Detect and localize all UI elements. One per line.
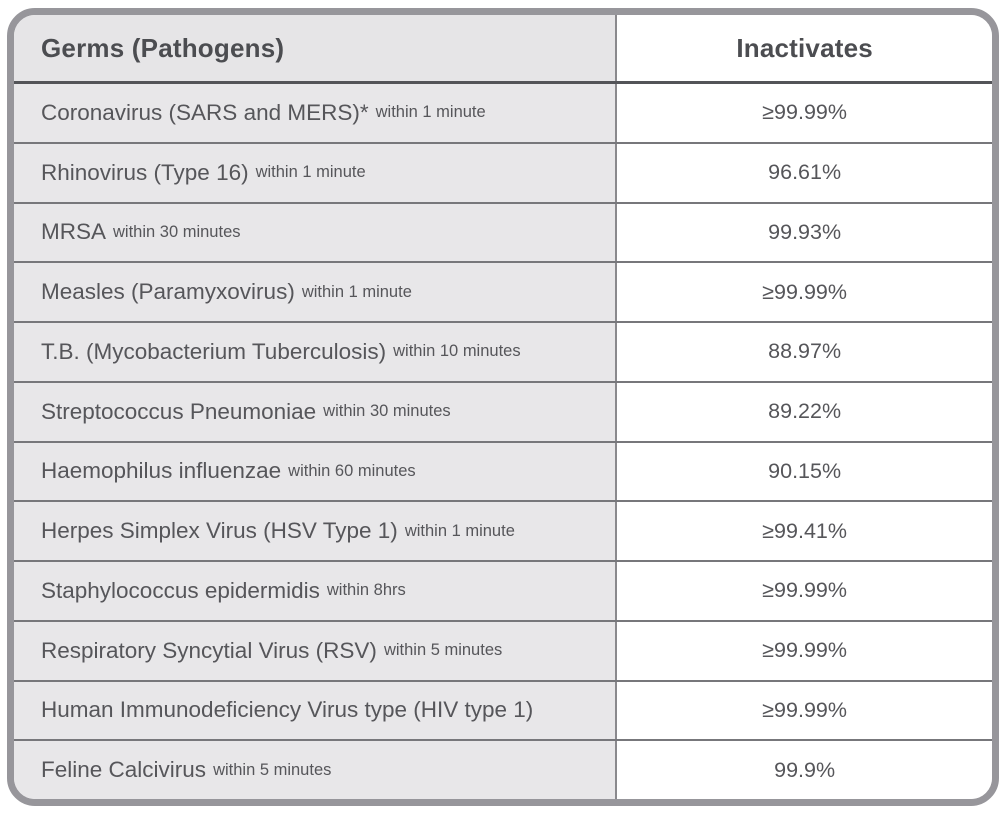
table-row: Rhinovirus (Type 16) within 1 minute 96.61… xyxy=(14,141,992,202)
table-row: Staphylococcus epidermidis within 8hrs ≥99… xyxy=(14,560,992,620)
pathogen-cell: Respiratory Syncytial Virus (RSV) within … xyxy=(14,621,618,680)
pathogen-duration: within 1 minute xyxy=(375,103,486,122)
pathogen-cell: Staphylococcus epidermidis within 8hrs xyxy=(14,562,618,620)
inactivates-value: 90.15% xyxy=(768,458,842,483)
inactivates-cell: ≥99.99% xyxy=(617,84,992,142)
inactivates-value: 88.97% xyxy=(768,339,842,364)
pathogen-duration: within 5 minutes xyxy=(213,760,332,779)
pathogen-duration: within 60 minutes xyxy=(288,461,416,480)
pathogen-cell: Measles (Paramyxovirus) within 1 minute xyxy=(14,263,618,321)
table-row: Feline Calcivirus within 5 minutes 99.9% xyxy=(14,739,992,799)
table-header-row: Germs (Pathogens) Inactivates xyxy=(14,15,992,81)
pathogen-name: Coronavirus (SARS and MERS)* xyxy=(41,99,369,125)
table-row: Streptococcus Pneumoniae within 30 minute… xyxy=(14,380,992,441)
pathogen-cell: MRSA within 30 minutes xyxy=(14,203,618,262)
inactivates-value: 99.9% xyxy=(774,757,836,782)
inactivates-value: ≥99.41% xyxy=(762,518,847,543)
pathogen-duration: within 10 minutes xyxy=(393,342,521,361)
inactivates-cell: ≥99.41% xyxy=(617,502,992,560)
pathogen-cell: Rhinovirus (Type 16) within 1 minute xyxy=(14,143,618,202)
pathogen-name: Feline Calcivirus xyxy=(41,757,207,783)
pathogen-duration: within 5 minutes xyxy=(383,641,503,660)
inactivates-cell: 99.93% xyxy=(617,203,992,262)
table-row: Herpes Simplex Virus (HSV Type 1) within … xyxy=(14,500,992,560)
inactivates-column-title: Inactivates xyxy=(736,32,873,63)
pathogen-duration: within 1 minute xyxy=(255,163,366,182)
inactivates-cell: 90.15% xyxy=(617,442,992,501)
table-row: Respiratory Syncytial Virus (RSV) within … xyxy=(14,619,992,680)
inactivates-value: ≥99.99% xyxy=(762,697,847,722)
pathogen-cell: Feline Calcivirus within 5 minutes xyxy=(14,741,618,799)
table-row: Haemophilus influenzae within 60 minutes 9… xyxy=(14,440,992,501)
header-cell-inactivates: Inactivates xyxy=(617,15,992,81)
pathogen-cell: Human Immunodeficiency Virus type (HIV t… xyxy=(14,681,618,740)
inactivates-cell: ≥99.99% xyxy=(617,562,992,620)
table-row: MRSA within 30 minutes 99.93% xyxy=(14,201,992,262)
table-row: Coronavirus (SARS and MERS)* within 1 min… xyxy=(14,81,992,142)
inactivates-value: ≥99.99% xyxy=(762,279,847,304)
inactivates-cell: ≥99.99% xyxy=(617,681,992,740)
pathogen-inactivation-table: Germs (Pathogens) Inactivates Coronaviru… xyxy=(7,8,999,806)
pathogen-cell: Haemophilus influenzae within 60 minutes xyxy=(14,442,618,501)
pathogen-duration: within 30 minutes xyxy=(113,222,241,241)
inactivates-value: ≥99.99% xyxy=(762,638,847,663)
table-row: Measles (Paramyxovirus) within 1 minute ≥9… xyxy=(14,261,992,321)
pathogen-name: Rhinovirus (Type 16) xyxy=(41,159,249,185)
inactivates-value: 96.61% xyxy=(768,160,842,185)
inactivates-value: ≥99.99% xyxy=(762,578,847,603)
pathogen-duration: within 1 minute xyxy=(404,521,515,540)
inactivates-value: 99.93% xyxy=(768,219,842,244)
pathogen-cell: Herpes Simplex Virus (HSV Type 1) within … xyxy=(14,502,618,560)
inactivates-cell: ≥99.99% xyxy=(617,263,992,321)
pathogen-name: T.B. (Mycobacterium Tuberculosis) xyxy=(41,338,387,364)
pathogen-name: Streptococcus Pneumoniae xyxy=(41,398,317,424)
inactivates-value: ≥99.99% xyxy=(762,100,847,125)
pathogen-cell: Streptococcus Pneumoniae within 30 minute… xyxy=(14,382,618,441)
pathogen-name: MRSA xyxy=(41,219,107,245)
inactivates-cell: 88.97% xyxy=(617,323,992,381)
pathogen-cell: Coronavirus (SARS and MERS)* within 1 min… xyxy=(14,84,618,142)
pathogen-cell: T.B. (Mycobacterium Tuberculosis) within … xyxy=(14,323,618,381)
header-cell-germs: Germs (Pathogens) xyxy=(14,15,618,81)
inactivates-cell: 99.9% xyxy=(617,741,992,799)
pathogen-name: Staphylococcus epidermidis xyxy=(41,577,320,603)
inactivates-cell: ≥99.99% xyxy=(617,621,992,680)
pathogen-duration: within 30 minutes xyxy=(323,402,451,421)
pathogen-name: Human Immunodeficiency Virus type (HIV t… xyxy=(41,697,534,723)
pathogen-duration: within 8hrs xyxy=(326,581,406,600)
inactivates-value: 89.22% xyxy=(768,399,842,424)
table-row: Human Immunodeficiency Virus type (HIV t… xyxy=(14,679,992,740)
pathogen-name: Respiratory Syncytial Virus (RSV) xyxy=(41,637,377,663)
pathogen-name: Haemophilus influenzae xyxy=(41,458,282,484)
table-row: T.B. (Mycobacterium Tuberculosis) within … xyxy=(14,321,992,381)
pathogen-name: Measles (Paramyxovirus) xyxy=(41,279,295,305)
inactivates-cell: 96.61% xyxy=(617,143,992,202)
germs-column-title: Germs (Pathogens) xyxy=(41,32,285,63)
pathogen-duration: within 1 minute xyxy=(301,282,412,301)
inactivates-cell: 89.22% xyxy=(617,382,992,441)
pathogen-name: Herpes Simplex Virus (HSV Type 1) xyxy=(41,518,398,544)
